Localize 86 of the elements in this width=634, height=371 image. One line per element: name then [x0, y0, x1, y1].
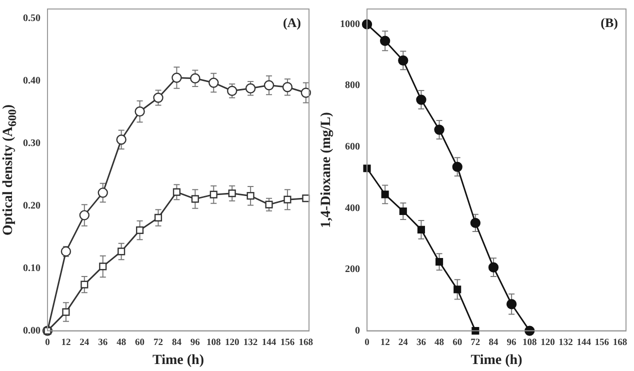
x-tick-label: 48: [116, 338, 126, 348]
x-axis-title: Time (h): [152, 353, 204, 368]
point: [118, 248, 126, 256]
annotation: (A): [282, 14, 301, 30]
point: [191, 195, 199, 203]
x-tick-label: 72: [154, 338, 164, 348]
point: [381, 190, 389, 198]
x-tick-label: 12: [380, 338, 390, 348]
y-tick-label: 1000: [340, 18, 360, 30]
point: [80, 280, 88, 288]
point: [284, 196, 292, 204]
point: [488, 262, 499, 272]
y-tick-label: 200: [345, 264, 360, 276]
x-tick-label: 0: [45, 338, 50, 348]
x-tick-label: 48: [434, 338, 444, 348]
point: [363, 164, 371, 172]
point: [264, 80, 274, 90]
x-tick-label: 72: [470, 338, 480, 348]
point: [190, 73, 200, 84]
y-tick-label: 0.50: [23, 12, 40, 24]
y-axis-title: 1,4-Dioxane (mg/L): [319, 112, 335, 228]
point: [416, 94, 426, 105]
point: [246, 192, 254, 200]
point: [172, 72, 182, 83]
point: [454, 286, 462, 294]
point: [380, 36, 390, 46]
x-tick-label: 132: [243, 338, 258, 348]
point: [98, 188, 108, 198]
point: [265, 200, 273, 208]
x-tick-label: 24: [398, 338, 408, 348]
y-tick-label: 800: [345, 80, 360, 92]
point: [399, 207, 407, 216]
x-tick-label: 60: [135, 338, 145, 348]
y-tick-label: 0.00: [23, 325, 40, 336]
x-tick-label: 144: [262, 338, 276, 348]
y-tick-label: 0.40: [23, 75, 40, 86]
y-tick-label: 0.30: [23, 138, 40, 149]
y-tick-label: 0: [355, 325, 360, 336]
point: [226, 86, 238, 96]
annotation: (B): [600, 14, 618, 30]
point: [470, 218, 481, 228]
x-tick-label: 60: [452, 338, 462, 348]
point: [434, 124, 444, 135]
point: [282, 82, 293, 92]
x-tick-label: 24: [80, 338, 90, 348]
point: [417, 226, 425, 234]
x-tick-label: 84: [172, 338, 182, 348]
x-tick-label: 168: [612, 338, 628, 348]
x-tick-label: 156: [280, 338, 295, 348]
x-tick-label: 108: [206, 338, 222, 348]
y-tick-label: 400: [345, 202, 360, 214]
point: [99, 262, 107, 270]
x-tick-label: 96: [506, 338, 517, 348]
point: [506, 299, 517, 310]
point: [435, 258, 444, 266]
point: [210, 190, 218, 198]
x-tick-label: 84: [488, 338, 498, 348]
point: [116, 134, 126, 145]
point: [208, 78, 219, 88]
x-tick-label: 36: [98, 338, 108, 348]
point: [134, 106, 145, 117]
point: [245, 83, 256, 94]
x-tick-label: 96: [190, 338, 200, 348]
point: [154, 214, 162, 222]
x-tick-label: 156: [594, 338, 610, 348]
point: [62, 308, 70, 316]
x-axis-title: Time (h): [470, 353, 523, 368]
point: [228, 190, 236, 198]
x-tick-label: 108: [522, 338, 538, 348]
point: [79, 210, 90, 220]
y-tick-label: 0.10: [23, 262, 40, 274]
x-tick-label: 144: [576, 338, 592, 348]
x-tick-label: 12: [61, 338, 71, 348]
point: [172, 188, 180, 196]
y-tick-label: 600: [345, 141, 360, 152]
x-tick-label: 0: [364, 338, 370, 348]
x-tick-label: 36: [416, 338, 426, 348]
point: [153, 92, 164, 103]
point: [398, 55, 408, 66]
point: [136, 226, 144, 234]
x-tick-label: 120: [540, 338, 556, 348]
x-tick-label: 132: [558, 338, 574, 348]
x-tick-label: 120: [224, 338, 240, 348]
x-tick-label: 168: [298, 338, 314, 348]
point: [452, 162, 462, 172]
y-tick-label: 0.20: [23, 200, 40, 212]
